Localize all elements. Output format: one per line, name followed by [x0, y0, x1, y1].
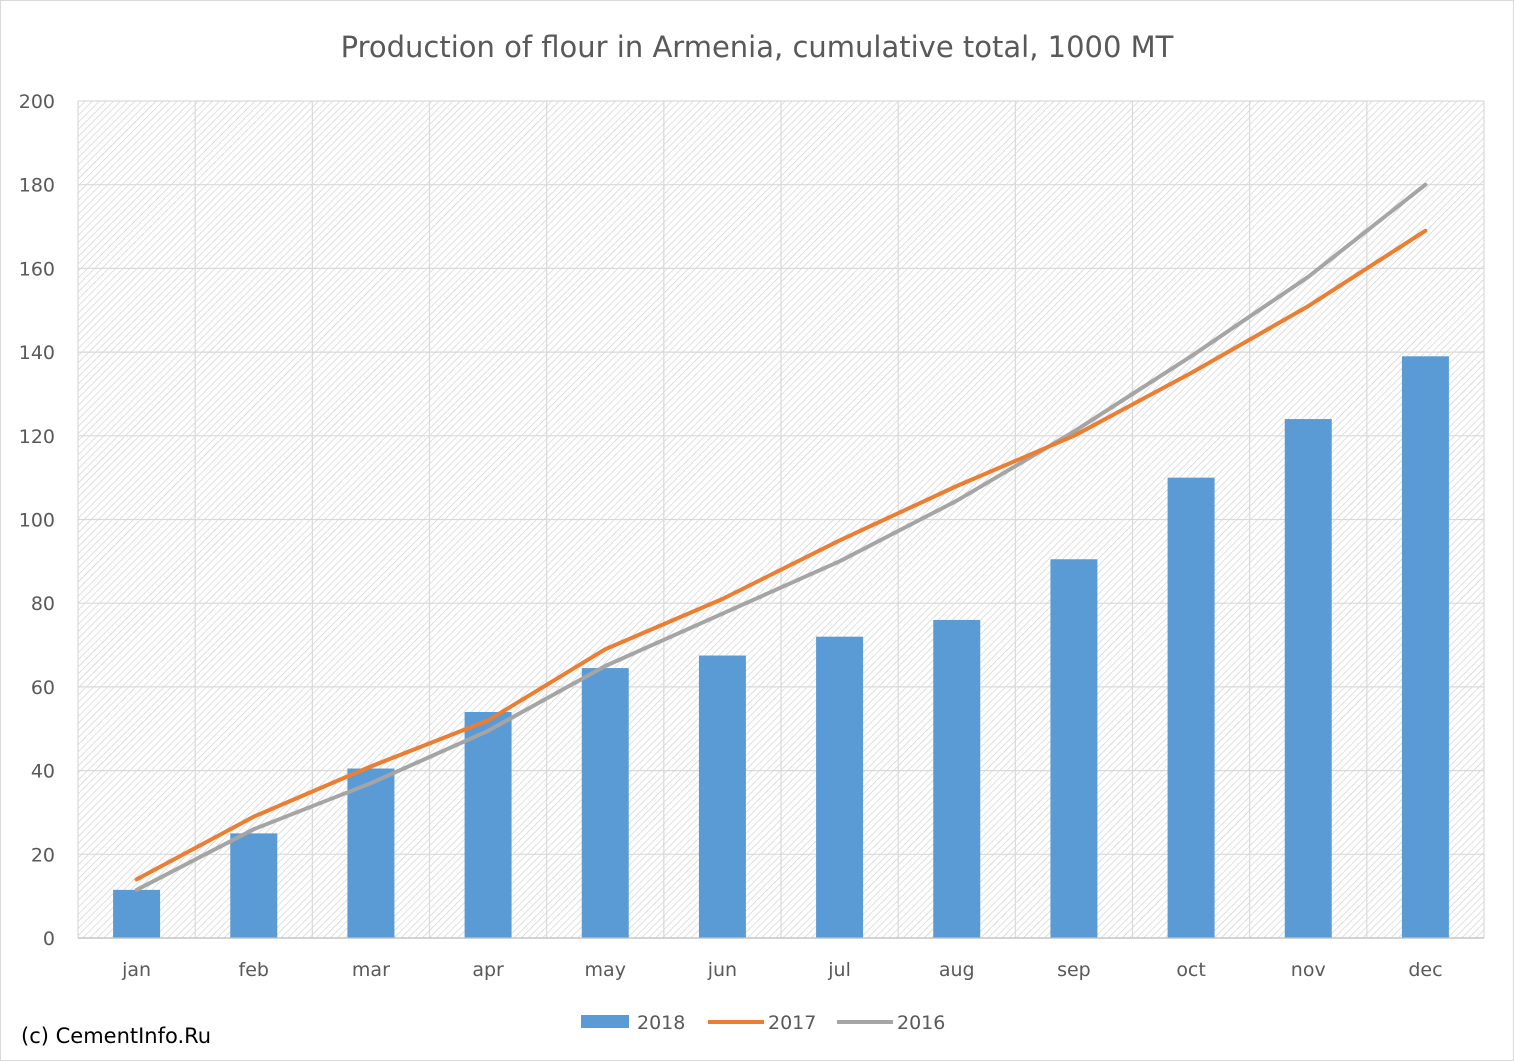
x-tick-label: oct: [1176, 959, 1206, 981]
legend: 2018 2017 2016: [581, 1012, 945, 1034]
bar-2018-oct: [1167, 477, 1215, 938]
bar-series-2018: [113, 356, 1449, 938]
x-tick-label: sep: [1057, 959, 1091, 981]
y-tick-label: 120: [19, 426, 55, 448]
y-tick-label: 180: [19, 175, 55, 197]
bar-2018-feb: [230, 833, 278, 938]
y-tick-label: 140: [19, 342, 55, 364]
y-tick-label: 60: [31, 677, 55, 699]
x-tick-label: jan: [121, 959, 151, 981]
bar-2018-dec: [1401, 356, 1449, 938]
line-2017: [134, 228, 1428, 882]
bar-2018-apr: [464, 712, 512, 938]
x-tick-label: nov: [1291, 959, 1326, 981]
x-tick-label: dec: [1408, 959, 1442, 981]
legend-swatch-2018: [581, 1015, 629, 1028]
bar-2018-jul: [816, 636, 864, 938]
gridlines: [77, 100, 1485, 939]
x-tick-label: aug: [939, 959, 975, 981]
y-tick-label: 80: [31, 593, 55, 615]
x-tick-label: jun: [707, 959, 737, 981]
x-tick-label: mar: [352, 959, 390, 981]
bar-2018-sep: [1050, 559, 1098, 938]
x-tick-label: jul: [827, 959, 851, 981]
legend-label-2018: 2018: [637, 1012, 685, 1034]
bar-2018-nov: [1284, 419, 1332, 938]
bar-2018-jan: [113, 889, 161, 938]
credit-text: (c) CementInfo.Ru: [21, 1024, 211, 1048]
y-tick-label: 160: [19, 258, 55, 280]
y-tick-label: 0: [43, 928, 55, 950]
legend-label-2016: 2016: [897, 1012, 945, 1034]
y-axis-ticks: 0 20 40 60 80 100 120 140 160 180 200: [19, 91, 55, 950]
y-tick-label: 20: [31, 844, 55, 866]
line-series: [134, 182, 1428, 892]
bar-2018-jun: [698, 655, 746, 938]
chart-title: Production of flour in Armenia, cumulati…: [341, 30, 1174, 64]
line-2016: [134, 182, 1428, 892]
y-tick-label: 40: [31, 761, 55, 783]
x-tick-label: may: [585, 959, 626, 981]
bar-2018-aug: [933, 619, 981, 938]
x-axis-ticks: jan feb mar apr may jun jul aug sep oct nov dec: [78, 937, 1484, 981]
y-tick-label: 200: [19, 91, 55, 113]
legend-label-2017: 2017: [768, 1012, 816, 1034]
x-tick-label: feb: [239, 959, 269, 981]
bar-2018-mar: [347, 768, 395, 938]
y-tick-label: 100: [19, 510, 55, 532]
bar-2018-may: [581, 668, 629, 938]
x-tick-label: apr: [472, 959, 504, 981]
